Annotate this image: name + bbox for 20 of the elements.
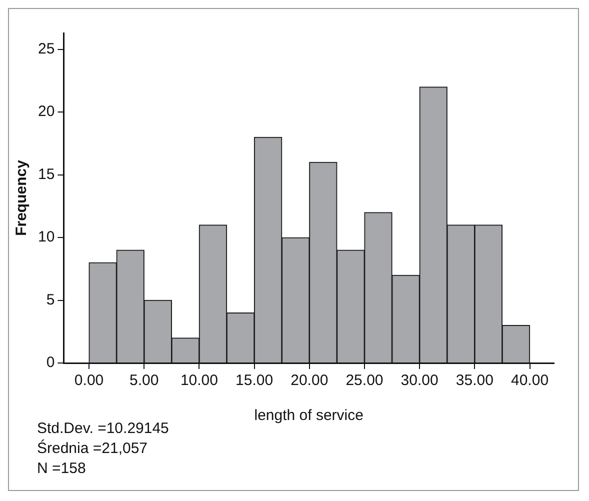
x-tick-label: 20.00 xyxy=(290,372,328,390)
x-tick-label: 10.00 xyxy=(180,372,218,390)
y-tick-label: 25 xyxy=(38,40,55,58)
y-tick-label: 5 xyxy=(46,291,55,308)
x-tick-label: 25.00 xyxy=(346,372,384,390)
text: Std.Dev. =10.29145 xyxy=(37,419,169,439)
x-tick-label: 15.00 xyxy=(236,372,274,390)
x-tick-label: 35.00 xyxy=(456,372,494,390)
text: N =158 xyxy=(37,459,87,479)
x-tick-label: 5.00 xyxy=(130,372,159,390)
y-tick-label: 0 xyxy=(46,354,55,372)
y-axis-title: Frequency xyxy=(13,159,30,236)
y-tick-label: 10 xyxy=(38,228,55,246)
x-tick-label: 0.00 xyxy=(74,372,104,390)
x-tick-label: 40.00 xyxy=(510,372,549,390)
y-tick-label: 15 xyxy=(38,166,55,183)
y-tick-label: 20 xyxy=(38,103,55,120)
x-axis-title: length of service xyxy=(254,407,364,424)
x-tick-label: 30.00 xyxy=(400,372,438,390)
text: Średnia =21,057 xyxy=(37,439,149,459)
